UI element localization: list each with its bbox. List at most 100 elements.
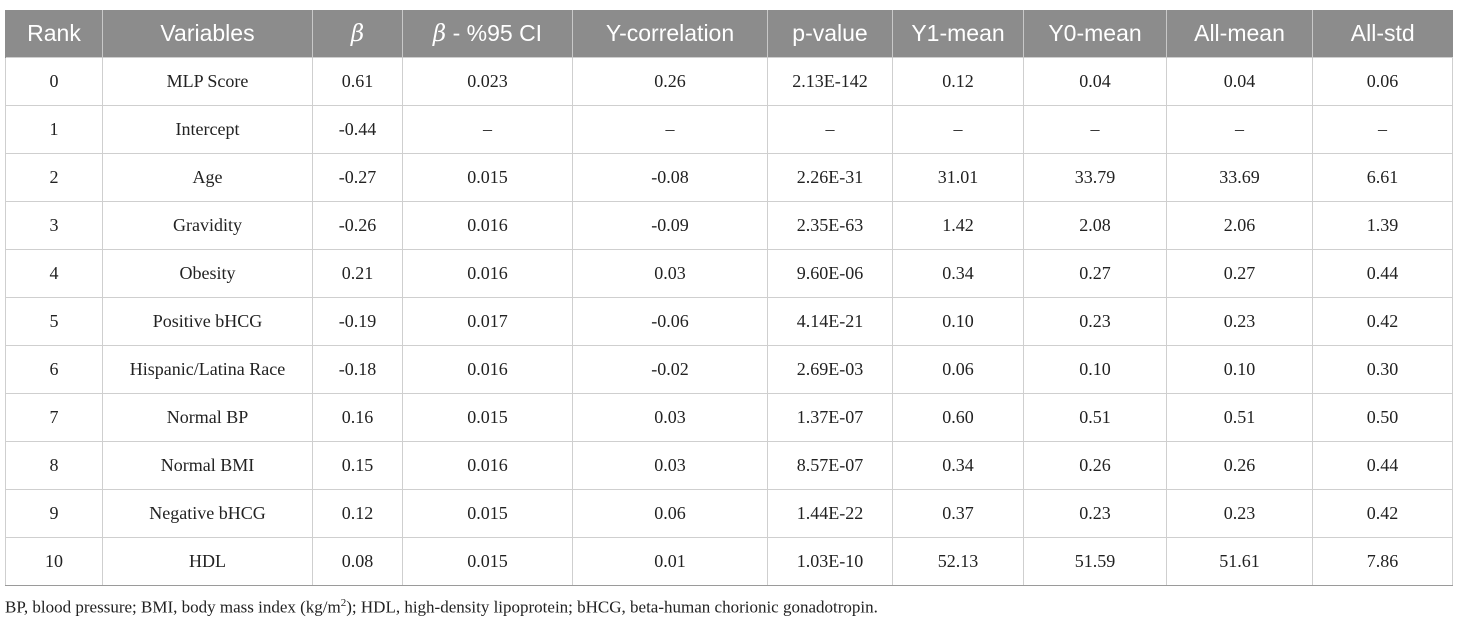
cell-p-value: 2.35E-63 (767, 201, 893, 250)
cell-p-value: 1.44E-22 (767, 489, 893, 538)
header-y-correlation: Y-correlation (572, 10, 768, 58)
cell-y-correlation: -0.09 (572, 201, 768, 250)
cell-variable: Negative bHCG (102, 489, 313, 538)
cell-all-mean: 51.61 (1166, 537, 1313, 586)
table-row: 7 Normal BP 0.16 0.015 0.03 1.37E-07 0.60 0.51 0… (5, 393, 1453, 442)
header-rank: Rank (5, 10, 103, 58)
cell-all-std: 0.50 (1312, 393, 1453, 442)
cell-rank: 0 (5, 57, 103, 106)
table-footnote: BP, blood pressure; BMI, body mass index… (5, 597, 878, 618)
cell-y1-mean: 0.34 (892, 441, 1024, 490)
cell-rank: 5 (5, 297, 103, 346)
cell-beta-ci: 0.015 (402, 393, 573, 442)
cell-variable: MLP Score (102, 57, 313, 106)
cell-y-correlation: – (572, 105, 768, 154)
cell-rank: 1 (5, 105, 103, 154)
cell-y-correlation: -0.02 (572, 345, 768, 394)
cell-y0-mean: 0.51 (1023, 393, 1167, 442)
cell-beta-ci: 0.016 (402, 249, 573, 298)
cell-y-correlation: 0.03 (572, 441, 768, 490)
table-row: 3 Gravidity -0.26 0.016 -0.09 2.35E-63 1.42 2.0… (5, 201, 1453, 250)
header-beta-ci-symbol: β (432, 21, 447, 47)
cell-all-std: 0.42 (1312, 489, 1453, 538)
table-row: 2 Age -0.27 0.015 -0.08 2.26E-31 31.01 33.79 33.… (5, 153, 1453, 202)
cell-rank: 4 (5, 249, 103, 298)
cell-all-std: 6.61 (1312, 153, 1453, 202)
cell-y0-mean: 33.79 (1023, 153, 1167, 202)
cell-y-correlation: 0.03 (572, 393, 768, 442)
cell-variable: Gravidity (102, 201, 313, 250)
cell-beta-ci: – (402, 105, 573, 154)
table-row: 5 Positive bHCG -0.19 0.017 -0.06 4.14E-21 0.1… (5, 297, 1453, 346)
table-row: 4 Obesity 0.21 0.016 0.03 9.60E-06 0.34 0.27 0.2… (5, 249, 1453, 298)
cell-all-mean: 0.04 (1166, 57, 1313, 106)
cell-all-mean: 2.06 (1166, 201, 1313, 250)
cell-y1-mean: 0.10 (892, 297, 1024, 346)
cell-all-std: 0.30 (1312, 345, 1453, 394)
cell-beta: 0.08 (312, 537, 403, 586)
cell-all-std: 0.44 (1312, 441, 1453, 490)
cell-y0-mean: 0.04 (1023, 57, 1167, 106)
cell-variable: Obesity (102, 249, 313, 298)
table-header: Rank Variables β β - %95 CI Y-correlatio… (5, 10, 1453, 58)
cell-y1-mean: 0.06 (892, 345, 1024, 394)
cell-p-value: – (767, 105, 893, 154)
cell-variable: HDL (102, 537, 313, 586)
header-variables: Variables (102, 10, 313, 58)
cell-p-value: 2.13E-142 (767, 57, 893, 106)
cell-variable: Intercept (102, 105, 313, 154)
cell-variable: Hispanic/Latina Race (102, 345, 313, 394)
cell-beta: -0.26 (312, 201, 403, 250)
cell-beta: -0.19 (312, 297, 403, 346)
cell-variable: Normal BMI (102, 441, 313, 490)
cell-all-mean: 0.23 (1166, 297, 1313, 346)
header-beta-ci-suffix: - %95 CI (446, 20, 543, 46)
cell-rank: 9 (5, 489, 103, 538)
cell-all-std: 0.42 (1312, 297, 1453, 346)
cell-y-correlation: -0.06 (572, 297, 768, 346)
cell-all-mean: 0.10 (1166, 345, 1313, 394)
cell-beta-ci: 0.017 (402, 297, 573, 346)
cell-p-value: 8.57E-07 (767, 441, 893, 490)
cell-y0-mean: 0.10 (1023, 345, 1167, 394)
cell-y1-mean: 1.42 (892, 201, 1024, 250)
cell-all-std: 1.39 (1312, 201, 1453, 250)
cell-all-std: – (1312, 105, 1453, 154)
cell-y1-mean: 0.60 (892, 393, 1024, 442)
cell-y1-mean: 0.34 (892, 249, 1024, 298)
header-y1-mean: Y1-mean (892, 10, 1024, 58)
cell-y0-mean: 51.59 (1023, 537, 1167, 586)
cell-variable: Normal BP (102, 393, 313, 442)
cell-p-value: 2.69E-03 (767, 345, 893, 394)
header-p-value: p-value (767, 10, 893, 58)
header-y0-mean: Y0-mean (1023, 10, 1167, 58)
header-row: Rank Variables β β - %95 CI Y-correlatio… (5, 10, 1453, 58)
table-row: 6 Hispanic/Latina Race -0.18 0.016 -0.02 2.69… (5, 345, 1453, 394)
cell-y-correlation: 0.06 (572, 489, 768, 538)
cell-beta: 0.61 (312, 57, 403, 106)
cell-y-correlation: 0.01 (572, 537, 768, 586)
cell-all-mean: 0.26 (1166, 441, 1313, 490)
cell-beta: 0.15 (312, 441, 403, 490)
cell-beta-ci: 0.016 (402, 345, 573, 394)
header-all-std: All-std (1312, 10, 1453, 58)
cell-beta-ci: 0.023 (402, 57, 573, 106)
cell-variable: Age (102, 153, 313, 202)
cell-rank: 7 (5, 393, 103, 442)
cell-p-value: 4.14E-21 (767, 297, 893, 346)
cell-variable: Positive bHCG (102, 297, 313, 346)
cell-rank: 6 (5, 345, 103, 394)
cell-y1-mean: 52.13 (892, 537, 1024, 586)
cell-y1-mean: 0.37 (892, 489, 1024, 538)
cell-beta: 0.12 (312, 489, 403, 538)
table-row: 10 HDL 0.08 0.015 0.01 1.03E-10 52.13 51.59 51.6… (5, 537, 1453, 586)
cell-p-value: 2.26E-31 (767, 153, 893, 202)
cell-y-correlation: -0.08 (572, 153, 768, 202)
footnote-superscript: 2 (340, 597, 347, 609)
data-table-container: Rank Variables β β - %95 CI Y-correlatio… (5, 10, 1453, 586)
cell-y0-mean: 0.23 (1023, 297, 1167, 346)
cell-beta-ci: 0.016 (402, 441, 573, 490)
cell-p-value: 9.60E-06 (767, 249, 893, 298)
cell-all-std: 7.86 (1312, 537, 1453, 586)
cell-all-mean: 0.27 (1166, 249, 1313, 298)
